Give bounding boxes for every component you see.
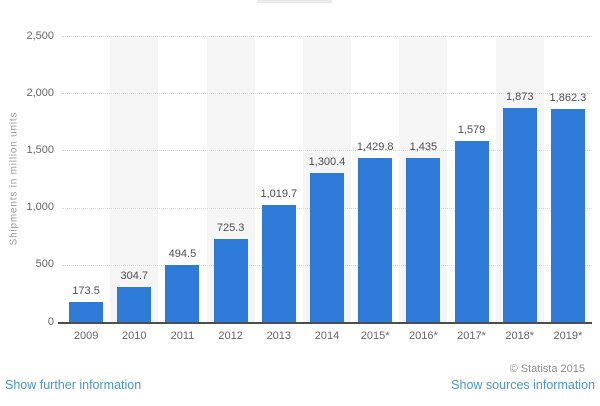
x-tick-label: 2016* bbox=[408, 330, 438, 342]
bar-2016*[interactable] bbox=[406, 157, 441, 322]
bar-value-label: 1,873 bbox=[505, 90, 534, 103]
bar-value-label: 1,435 bbox=[409, 140, 438, 153]
background-stripe bbox=[110, 36, 159, 322]
y-tick-label: 2,000 bbox=[26, 86, 54, 99]
copyright-attribution: © Statista 2015 bbox=[509, 363, 585, 375]
show-sources-information-link[interactable]: Show sources information bbox=[451, 378, 595, 392]
bar-2012[interactable] bbox=[213, 239, 248, 322]
bar-value-label: 304.7 bbox=[120, 270, 149, 283]
y-tick-label: 2,500 bbox=[26, 29, 54, 42]
x-tick-label: 2015* bbox=[360, 330, 390, 342]
bar-2011[interactable] bbox=[165, 265, 200, 322]
bar-2018*[interactable] bbox=[502, 107, 537, 322]
bar-value-label: 494.5 bbox=[168, 248, 197, 261]
x-tick-label: 2010 bbox=[122, 330, 147, 342]
bar-2013[interactable] bbox=[261, 205, 296, 322]
bar-value-label: 1,019.7 bbox=[260, 188, 298, 201]
bar-2015*[interactable] bbox=[358, 158, 393, 322]
x-tick-label: 2011 bbox=[170, 330, 195, 342]
x-axis-line bbox=[58, 322, 592, 324]
show-further-information-link[interactable]: Show further information bbox=[5, 378, 142, 392]
bar-2017*[interactable] bbox=[454, 141, 489, 322]
bar-2010[interactable] bbox=[117, 287, 152, 322]
bar-2014[interactable] bbox=[310, 173, 344, 322]
y-tick-label: 1,000 bbox=[26, 201, 54, 214]
x-tick-label: 2018* bbox=[505, 330, 535, 342]
gridline bbox=[62, 36, 592, 37]
x-tick-label: 2009 bbox=[73, 330, 99, 342]
gridline bbox=[62, 93, 592, 95]
bar-2009[interactable] bbox=[69, 302, 104, 322]
y-tick-label: 500 bbox=[35, 258, 54, 271]
x-tick-label: 2012 bbox=[218, 330, 243, 342]
cropped-header-remnant bbox=[257, 0, 332, 3]
bar-value-label: 1,862.3 bbox=[549, 91, 587, 104]
gridline bbox=[62, 150, 592, 152]
bar-value-label: 173.5 bbox=[72, 285, 100, 298]
x-tick-label: 2017* bbox=[457, 330, 486, 342]
bar-value-label: 725.3 bbox=[216, 222, 245, 235]
y-tick-label: 1,500 bbox=[26, 143, 54, 156]
bar-2019*[interactable] bbox=[550, 108, 585, 322]
bar-value-label: 1,300.4 bbox=[308, 156, 346, 169]
x-tick-label: 2019* bbox=[553, 330, 583, 342]
x-tick-label: 2013 bbox=[266, 330, 292, 342]
y-tick-label: 0 bbox=[47, 315, 54, 328]
x-tick-label: 2014 bbox=[314, 330, 340, 342]
bar-value-label: 1,429.8 bbox=[356, 141, 394, 154]
bar-value-label: 1,579 bbox=[457, 124, 486, 137]
